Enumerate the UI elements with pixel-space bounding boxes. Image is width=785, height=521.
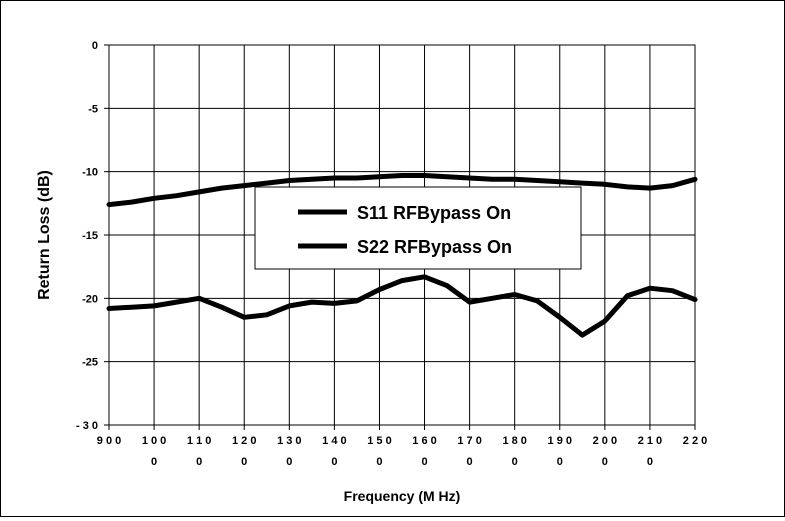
x-tick-label-line2: 0 [151,456,157,468]
x-tick-label: 1 4 0 [322,435,346,447]
y-axis-ticks: 0 -5 -10 -15 -20 -25 - 3 0 [76,40,109,432]
legend: S11 RFBypass On S22 RFBypass On [254,186,582,270]
y-tick-label: -15 [82,230,98,242]
y-axis-title: Return Loss (dB) [36,170,53,300]
y-tick-label: - 3 0 [76,420,98,432]
series-line-2 [106,274,698,338]
x-tick-label: 1 1 0 [187,435,211,447]
legend-label: S11 RFBypass On [357,203,511,223]
x-tick-label: 2 0 0 [593,435,617,447]
x-tick-label-line2: 0 [557,456,563,468]
legend-box [254,186,582,270]
x-tick-label: 9 0 0 [97,435,121,447]
x-tick-label-line2: 0 [286,456,292,468]
series-layer [106,173,698,338]
y-tick-label: -25 [82,357,98,369]
x-tick-label: 1 5 0 [367,435,391,447]
x-tick-label: 2 2 0 [683,435,707,447]
x-tick-label-line2: 0 [467,456,473,468]
x-tick-label-line2: 0 [376,456,382,468]
y-tick-label: -10 [82,167,98,179]
x-tick-label: 1 7 0 [457,435,481,447]
x-tick-label-line2: 0 [512,456,518,468]
x-tick-label-line2: 0 [602,456,608,468]
y-tick-label: -5 [88,103,98,115]
x-tick-label-line2: 0 [331,456,337,468]
x-tick-label: 1 9 0 [548,435,572,447]
x-axis-ticks: 9 0 0 1 0 0 0 1 1 0 0 1 2 0 0 1 3 0 0 1 4 0 0 1 5 0… [97,425,707,468]
x-tick-label-line2: 0 [421,456,427,468]
x-tick-label: 1 6 0 [412,435,436,447]
x-tick-label: 1 3 0 [277,435,301,447]
legend-label: S22 RFBypass On [357,237,512,257]
y-tick-label: -20 [82,293,98,305]
x-tick-label-line2: 0 [196,456,202,468]
x-tick-label-line2: 0 [241,456,247,468]
x-tick-label: 2 1 0 [638,435,662,447]
x-tick-label: 1 8 0 [502,435,526,447]
x-axis-title: Frequency (M Hz) [344,488,461,504]
x-tick-label-line2: 0 [647,456,653,468]
x-tick-label: 1 2 0 [232,435,256,447]
x-tick-label: 1 0 0 [142,435,166,447]
y-tick-label: 0 [92,40,98,52]
series-line-1 [106,173,698,208]
